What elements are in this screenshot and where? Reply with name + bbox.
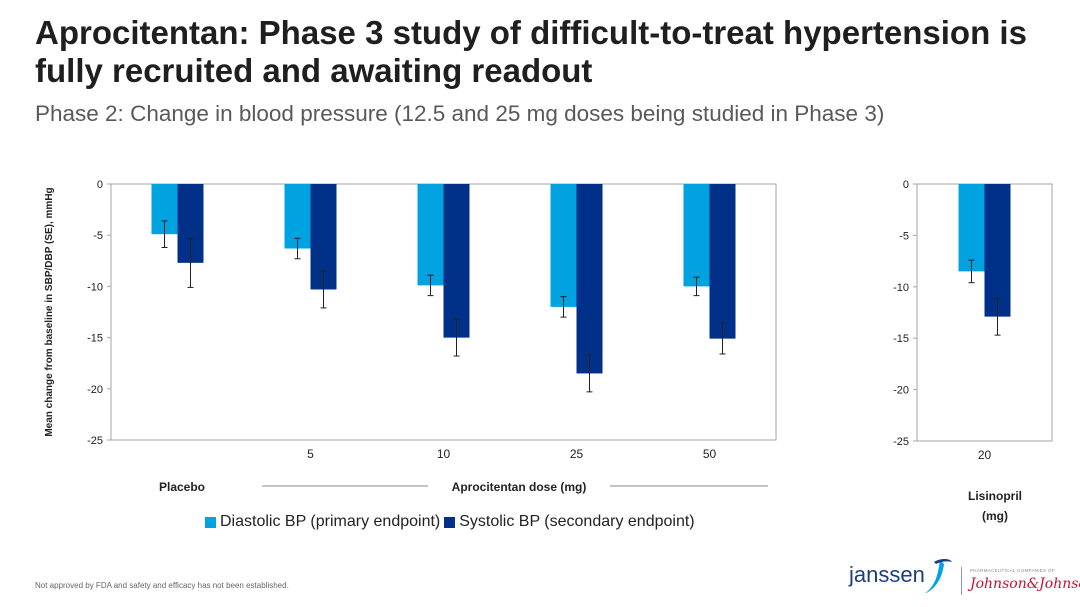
logo-divider	[961, 567, 962, 595]
bar-diastolic	[958, 184, 985, 272]
lisinopril-label: Lisinopril	[968, 489, 1022, 503]
y-tick-label: -25	[87, 435, 103, 447]
y-tick-label: -20	[893, 385, 909, 397]
lisinopril-chart: 0 -5 -10 -15 -20 -25 20 Lisinopril (mg)	[893, 179, 1053, 523]
legend-item-systolic: Systolic BP (secondary endpoint)	[444, 513, 695, 531]
legend-swatch-systolic	[444, 516, 456, 528]
bar-systolic	[984, 184, 1011, 317]
y-tick-label: -10	[893, 282, 909, 294]
x-tick-label: 5	[307, 447, 314, 461]
bar-systolic	[709, 184, 736, 339]
legend-swatch-diastolic	[205, 516, 216, 528]
legend-label-systolic: Systolic BP (secondary endpoint)	[459, 513, 695, 530]
bar-diastolic	[284, 184, 311, 249]
x-tick-label: 20	[978, 448, 992, 462]
lisinopril-unit-label: (mg)	[982, 509, 1008, 523]
y-tick-label: -10	[87, 281, 103, 293]
chart-legend: Diastolic BP (primary endpoint) Systolic…	[205, 513, 699, 531]
y-tick-label: -5	[93, 230, 103, 242]
y-tick-label: -5	[899, 230, 909, 242]
legend-item-diastolic: Diastolic BP (primary endpoint)	[205, 513, 440, 531]
jj-tagline: PHARMACEUTICAL COMPANIES OF	[970, 568, 1055, 573]
bar-systolic	[576, 184, 603, 374]
disclaimer-footer: Not approved by FDA and safety and effic…	[35, 581, 289, 590]
bar-diastolic	[683, 184, 710, 287]
aprocitentan-chart: 0 -5 -10 -15 -20 -25 5 10 25 50 Mean change from b…	[44, 179, 777, 494]
janssen-swoosh-icon	[924, 559, 952, 594]
y-tick-label: -20	[87, 384, 103, 396]
placebo-label: Placebo	[159, 480, 205, 494]
page-subtitle: Phase 2: Change in blood pressure (12.5 …	[35, 101, 885, 126]
jj-logo: Johnson&Johnson	[970, 576, 1080, 592]
dose-axis-label: Aprocitentan dose (mg)	[452, 480, 587, 494]
y-tick-label: -25	[893, 436, 909, 448]
janssen-logo: janssen	[849, 562, 925, 587]
y-tick-label: 0	[97, 179, 103, 191]
page-title: Aprocitentan: Phase 3 study of difficult…	[35, 14, 1027, 89]
bar-systolic	[443, 184, 470, 338]
x-tick-label: 50	[703, 447, 717, 461]
x-tick-label: 10	[437, 447, 451, 461]
y-tick-label: -15	[87, 333, 103, 345]
y-tick-label: 0	[903, 179, 909, 191]
y-tick-label: -15	[893, 333, 909, 345]
x-tick-label: 25	[570, 447, 584, 461]
legend-label-diastolic: Diastolic BP (primary endpoint)	[220, 513, 441, 530]
bar-diastolic	[417, 184, 444, 286]
y-axis-label: Mean change from baseline in SBP/DBP (SE…	[44, 187, 55, 436]
bar-diastolic	[550, 184, 577, 307]
